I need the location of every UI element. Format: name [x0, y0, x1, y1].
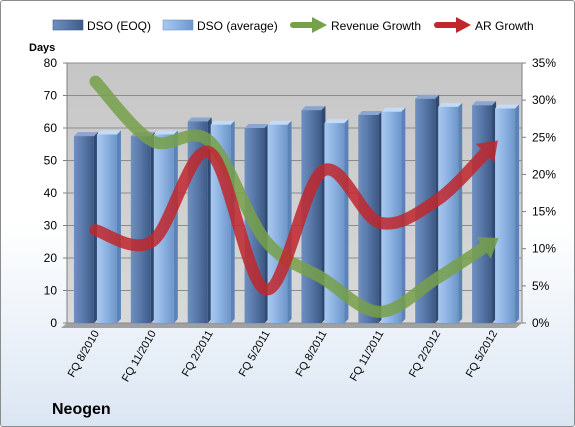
y-tick-label: 60 — [44, 121, 58, 135]
bar-face — [73, 136, 94, 323]
legend-swatch-dso-eoq — [52, 19, 84, 31]
legend-swatch-dso-average — [162, 19, 194, 31]
bar-top — [495, 104, 520, 109]
x-tick-label: FQ 2/2011 — [180, 329, 216, 379]
y2-tick-label: 0% — [532, 316, 550, 330]
bar-face — [130, 136, 151, 323]
bar-top — [438, 102, 463, 107]
arrowhead-revenue-growth — [476, 236, 499, 259]
legend-item-dso-average: DSO (average) — [162, 19, 278, 33]
y-tick-label: 0 — [50, 316, 57, 330]
bar-side — [173, 130, 178, 323]
x-tick-label: FQ 5/2011 — [237, 329, 273, 379]
arrowhead-ar-growth — [475, 140, 498, 163]
bar-face — [381, 111, 402, 323]
bar-dso-average — [438, 102, 463, 323]
y2-tick-label: 30% — [532, 93, 556, 107]
legend-item-revenue-growth: Revenue Growth — [290, 17, 421, 33]
y-tick-label: 80 — [44, 56, 58, 70]
y-tick-label: 50 — [44, 154, 58, 168]
bar-side — [344, 119, 349, 323]
legend-label-dso-eoq: DSO (EOQ) — [87, 19, 151, 33]
bar-top — [210, 120, 235, 125]
y2-tick-label: 5% — [532, 279, 550, 293]
company-name: Neogen — [52, 401, 111, 418]
line-ar-growth — [89, 144, 494, 296]
y-axis-title: Days — [29, 42, 55, 54]
bar-side — [515, 104, 520, 323]
bar-top — [301, 106, 326, 111]
x-tick-label: FQ 11/2011 — [348, 329, 387, 384]
legend-label-ar-growth: AR Growth — [475, 19, 534, 33]
legend-label-revenue-growth: Revenue Growth — [331, 19, 421, 33]
bar-top — [415, 94, 440, 99]
y-tick-label: 20 — [44, 251, 58, 265]
plot-floor — [61, 323, 522, 328]
bar-side — [116, 130, 121, 323]
growth-lines — [89, 75, 499, 318]
y-tick-label: 30 — [44, 219, 58, 233]
bar-top — [381, 107, 406, 112]
bar-top — [153, 130, 178, 135]
legend-item-ar-growth: AR Growth — [434, 17, 534, 33]
x-tick-label: FQ 5/2012 — [464, 329, 500, 380]
y2-tick-label: 25% — [532, 130, 556, 144]
bar-face — [438, 106, 459, 323]
bar-top — [187, 117, 212, 122]
bar-top — [96, 130, 121, 135]
bar-top — [472, 101, 497, 106]
x-tick-label: FQ 2/2012 — [407, 329, 443, 380]
series-ar-growth — [89, 140, 498, 296]
y-tick-label: 10 — [44, 284, 58, 298]
y-tick-label: 70 — [44, 89, 58, 103]
bar-face — [472, 105, 493, 323]
x-tick-label: FQ 8/2010 — [66, 329, 102, 380]
y2-tick-label: 15% — [532, 205, 556, 219]
y2-tick-label: 20% — [532, 167, 556, 181]
x-tick-label: FQ 11/2010 — [120, 329, 159, 385]
y2-tick-label: 35% — [532, 56, 556, 70]
bar-top — [358, 111, 383, 115]
bar-dso-average — [381, 107, 406, 323]
bar-top — [324, 119, 349, 124]
y-tick-label: 40 — [44, 186, 58, 200]
bar-top — [73, 132, 98, 137]
bar-side — [287, 120, 292, 323]
bar-dso-eoq — [130, 132, 155, 323]
x-tick-label: FQ 8/2011 — [294, 329, 330, 379]
legend: DSO (EOQ) DSO (average) Revenue Growth A… — [52, 17, 534, 33]
legend-arrow-ar-growth — [434, 17, 471, 33]
bar-side — [458, 102, 463, 323]
bar-dso-average — [495, 104, 520, 323]
bar-face — [495, 108, 516, 323]
bar-top — [267, 120, 292, 125]
legend-label-dso-average: DSO (average) — [197, 19, 278, 33]
legend-item-dso-eoq: DSO (EOQ) — [52, 19, 151, 33]
legend-arrow-revenue-growth — [290, 17, 327, 33]
bar-top — [244, 124, 269, 128]
y2-tick-label: 10% — [532, 242, 556, 256]
bar-dso-eoq — [472, 101, 497, 323]
